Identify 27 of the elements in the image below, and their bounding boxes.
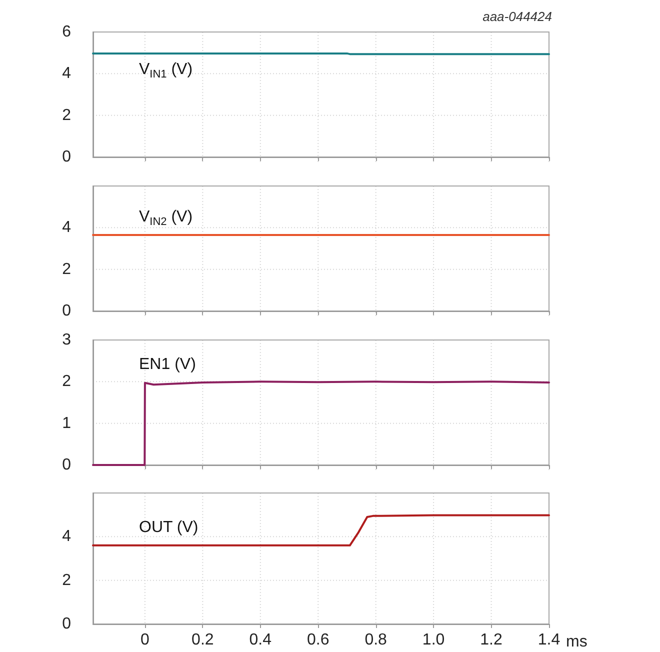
x-tick-label: 0.2: [192, 632, 214, 648]
y-tick-label: 0: [62, 148, 72, 166]
y-tick-label: 4: [62, 65, 72, 82]
x-tick-label: 0.8: [364, 632, 388, 648]
x-tick-label: 0: [140, 632, 150, 648]
y-tick-label: 0: [62, 302, 72, 320]
y-tick-label: 0: [62, 456, 72, 474]
line-series: [92, 514, 550, 546]
x-tick-label: 0.4: [249, 632, 272, 648]
x-tick-label: 1.4: [538, 632, 560, 648]
x-tick-label: 0.6: [306, 632, 330, 648]
y-tick-label: 2: [62, 373, 72, 390]
y-tick-label: 2: [62, 106, 72, 124]
y-tick-label: 2: [62, 572, 72, 589]
x-tick-label: 1.0: [422, 632, 445, 648]
x-tick-label: 1.2: [480, 632, 502, 648]
text: aaa-044424: [482, 9, 552, 24]
y-tick-label: 3: [62, 332, 72, 348]
y-tick-label: 1: [62, 414, 72, 432]
y-tick-label: 4: [62, 219, 72, 236]
y-tick-label: 2: [62, 260, 72, 278]
y-tick-label: 4: [62, 528, 72, 546]
series-label: OUT (V): [139, 518, 198, 536]
series-label: EN1 (V): [139, 356, 196, 373]
y-tick-label: 0: [62, 616, 72, 632]
x-axis-title: ms: [566, 634, 588, 650]
y-tick-label: 6: [62, 24, 72, 40]
